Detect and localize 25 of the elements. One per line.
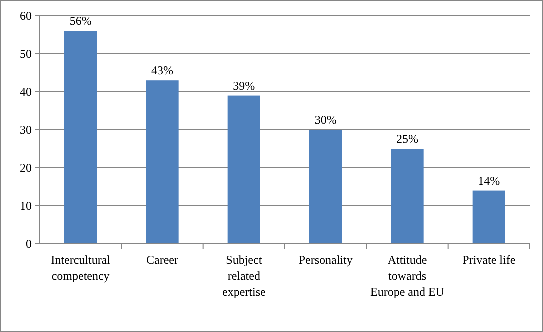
data-label: 30% <box>314 113 337 127</box>
x-tick-label: Attitude towards Europe and EU <box>370 253 445 299</box>
bar <box>64 31 98 244</box>
x-tick-label: Personality <box>298 253 353 267</box>
y-tick-label: 60 <box>20 9 32 24</box>
y-tick-label: 0 <box>26 237 32 252</box>
y-tick-label: 50 <box>20 47 32 62</box>
y-tick-label: 20 <box>20 161 32 176</box>
data-label: 25% <box>396 132 418 146</box>
bar <box>310 130 342 244</box>
bar <box>391 149 424 244</box>
bar <box>228 96 260 244</box>
data-label: 56% <box>70 14 92 28</box>
data-label: 43% <box>152 64 174 78</box>
x-tick-label: Intercultural competency <box>51 253 112 283</box>
y-tick-label: 30 <box>20 123 32 138</box>
y-tick-label: 40 <box>20 85 32 100</box>
y-tick-label: 10 <box>20 199 32 214</box>
data-label: 14% <box>478 174 500 188</box>
bar <box>472 190 506 244</box>
x-tick-label: Subject related expertise <box>222 253 266 299</box>
x-tick-label: Career <box>146 253 178 267</box>
x-tick-label: Private life <box>462 253 516 267</box>
bar <box>146 80 179 244</box>
data-label: 39% <box>233 78 256 93</box>
